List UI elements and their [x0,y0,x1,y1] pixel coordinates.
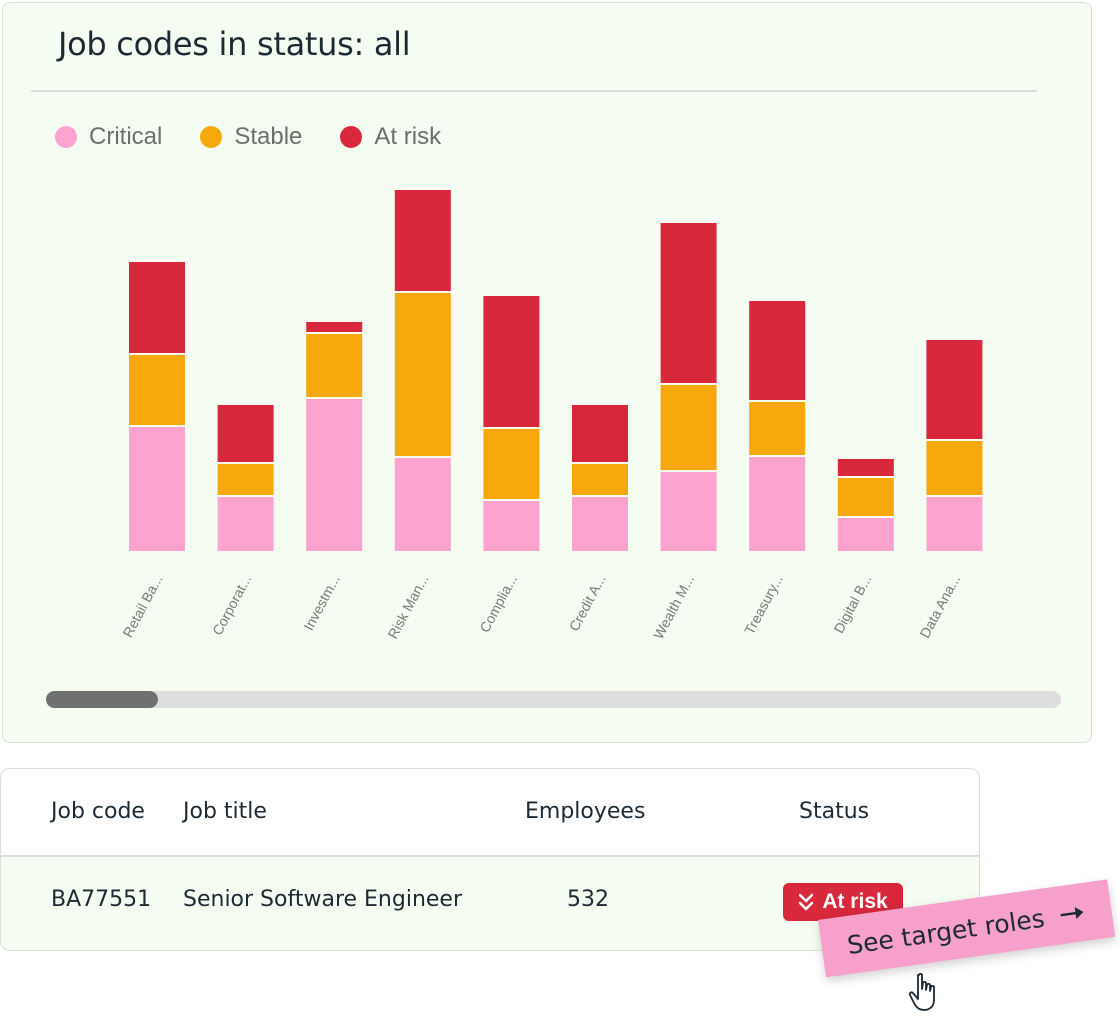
chart-scrollbar[interactable] [46,691,1061,708]
bar-stable-6[interactable] [660,385,717,470]
status-badge-label: At risk [822,890,888,913]
scrollbar-thumb[interactable] [46,691,158,708]
x-tick-label: Complia... [476,572,520,635]
bar-at-risk-8[interactable] [837,459,894,476]
bar-at-risk-0[interactable] [129,262,185,353]
cell-job-code: BA77551 [51,887,152,912]
bar-critical-5[interactable] [572,497,628,551]
header-status[interactable]: Status [799,799,870,824]
x-tick-label: Data Ana... [916,572,963,641]
bar-critical-1[interactable] [217,497,274,551]
bar-at-risk-7[interactable] [749,301,806,400]
bar-at-risk-6[interactable] [660,223,717,383]
x-tick-label: Risk Man... [384,572,431,641]
bar-critical-0[interactable] [129,427,185,551]
legend-label-stable: Stable [234,123,303,150]
legend-dot-critical [55,126,77,148]
legend-dot-at-risk [340,126,363,148]
bar-stable-0[interactable] [129,355,185,425]
see-target-roles-label: See target roles [845,903,1047,960]
bar-at-risk-4[interactable] [483,296,540,427]
bar-at-risk-1[interactable] [217,405,274,462]
x-tick-label: Digital B... [830,572,874,636]
bar-critical-7[interactable] [749,457,806,551]
x-tick-label: Credit A... [566,572,609,634]
see-target-roles-button[interactable]: See target roles [818,879,1116,978]
legend-dot-stable [200,126,223,148]
bar-critical-6[interactable] [660,472,717,551]
double-chevron-down-icon [799,893,814,911]
x-tick-label: Investm... [300,572,343,633]
bar-critical-3[interactable] [394,458,451,551]
x-tick-label: Treasury... [741,572,786,637]
arrow-right-icon [1060,907,1084,919]
header-employees[interactable]: Employees [525,799,646,824]
header-job-code[interactable]: Job code [51,799,145,824]
bar-stable-2[interactable] [306,334,363,397]
chart-title: Job codes in status: all [58,25,411,63]
table-row[interactable]: BA77551 Senior Software Engineer 532 At … [0,856,980,951]
bar-stable-5[interactable] [572,464,628,495]
cell-employees: 532 [567,887,609,912]
legend-item-stable[interactable]: Stable [200,123,302,151]
legend-item-at-risk[interactable]: At risk [340,123,441,151]
x-tick-label: Corporat... [209,572,254,638]
chart-legend: Critical Stable At risk [55,123,441,151]
legend-item-critical[interactable]: Critical [55,123,162,151]
bar-stable-1[interactable] [217,464,274,495]
bar-critical-8[interactable] [837,518,894,551]
stacked-bar-chart: Retail Ba... Corporat... Investm... Risk Ma… [119,190,983,642]
x-tick-label: Retail Ba... [119,572,165,640]
cell-job-title: Senior Software Engineer [183,887,463,912]
legend-label-at-risk: At risk [374,123,442,150]
bar-critical-9[interactable] [926,497,983,551]
bar-stable-7[interactable] [749,402,806,455]
bar-at-risk-5[interactable] [572,405,628,462]
chart-card: Job codes in status: all Critical Stable… [2,2,1092,743]
bar-stable-8[interactable] [837,478,894,516]
table-header: Job code Job title Employees Status [0,768,980,856]
x-tick-label: Wealth M... [650,572,697,642]
bar-critical-2[interactable] [306,399,363,551]
bar-at-risk-9[interactable] [926,340,983,439]
header-job-title[interactable]: Job title [183,799,267,824]
title-divider [31,90,1037,92]
bar-at-risk-2[interactable] [306,322,363,332]
bar-stable-9[interactable] [926,441,983,495]
legend-label-critical: Critical [89,123,163,150]
bar-critical-4[interactable] [483,501,540,551]
hand-pointer-icon [908,972,935,1011]
bar-stable-4[interactable] [483,429,540,499]
bar-stable-3[interactable] [394,293,451,456]
bar-at-risk-3[interactable] [394,190,451,291]
